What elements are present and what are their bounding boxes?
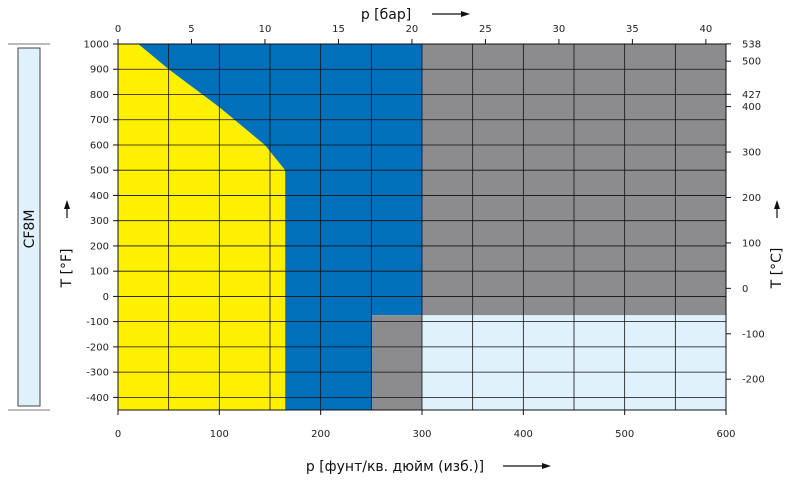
x-top-tick-label: 25 — [479, 24, 492, 35]
x-top-tick-label: 35 — [626, 24, 639, 35]
y-left-tick-label: 100 — [90, 267, 109, 278]
x-bottom-tick-label: 400 — [514, 429, 533, 440]
x-bottom-tick-label: 100 — [210, 429, 229, 440]
x-bottom-axis-title: p [фунт/кв. дюйм (изб.)] — [306, 459, 484, 475]
y-left-tick-label: 400 — [90, 191, 109, 202]
y-right-tick-label: -100 — [742, 329, 765, 340]
region-blue — [138, 44, 423, 410]
y-left-tick-label: -100 — [86, 317, 109, 328]
region-yellow — [118, 44, 286, 410]
x-top-tick-label: 30 — [553, 24, 566, 35]
y-right-tick-label: 400 — [742, 102, 761, 113]
y-left-tick-label: 900 — [90, 65, 109, 76]
chart-grid — [117, 43, 727, 411]
y-right-tick-label: 0 — [742, 284, 748, 295]
x-top-tick-label: 40 — [699, 24, 712, 35]
x-top-tick-label: 0 — [115, 24, 121, 35]
x-top-axis-title: p [бар] — [361, 7, 411, 23]
y-right-tick-label: 427 — [742, 90, 761, 101]
region-grey — [371, 44, 726, 410]
x-bottom-arrow-icon — [503, 463, 551, 469]
chart-regions — [118, 44, 726, 410]
chart-tick-labels: 0 100 200 300 400 500 600 0 5 10 15 20 25 30 35 40 -400 -… — [84, 24, 765, 440]
x-bottom-tick-label: 200 — [311, 429, 330, 440]
x-bottom-tick-label: 0 — [115, 429, 121, 440]
y-left-tick-label: -400 — [86, 393, 109, 404]
y-right-axis-title: T [°C] — [769, 248, 785, 290]
y-right-tick-label: -200 — [742, 375, 765, 386]
y-left-tick-label: 300 — [90, 216, 109, 227]
y-left-arrow-icon — [64, 200, 70, 218]
x-top-tick-label: 20 — [406, 24, 419, 35]
x-top-tick-label: 10 — [259, 24, 272, 35]
y-left-tick-label: 700 — [90, 115, 109, 126]
material-panel — [17, 47, 41, 407]
x-bottom-tick-label: 500 — [615, 429, 634, 440]
y-right-tick-label: 300 — [742, 148, 761, 159]
y-left-tick-label: 200 — [90, 241, 109, 252]
y-left-tick-label: 800 — [90, 90, 109, 101]
y-left-tick-label: 600 — [90, 140, 109, 151]
y-left-tick-label: -200 — [86, 342, 109, 353]
y-left-tick-label: 0 — [103, 292, 109, 303]
y-left-axis-title: T [°F] — [59, 249, 75, 289]
y-left-tick-label: -300 — [86, 368, 109, 379]
material-label: CF8M — [22, 210, 38, 249]
x-top-tick-label: 5 — [188, 24, 194, 35]
y-right-tick-label: 200 — [742, 193, 761, 204]
x-top-arrow-icon — [432, 11, 470, 17]
x-top-tick-label: 15 — [332, 24, 345, 35]
y-left-tick-label: 500 — [90, 166, 109, 177]
x-bottom-tick-label: 600 — [716, 429, 735, 440]
y-right-tick-label: 538 — [742, 39, 761, 50]
y-right-tick-label: 500 — [742, 57, 761, 68]
y-right-tick-label: 100 — [742, 238, 761, 249]
x-bottom-tick-label: 300 — [412, 429, 431, 440]
y-right-arrow-icon — [774, 200, 780, 218]
y-left-tick-label: 1000 — [84, 40, 109, 51]
